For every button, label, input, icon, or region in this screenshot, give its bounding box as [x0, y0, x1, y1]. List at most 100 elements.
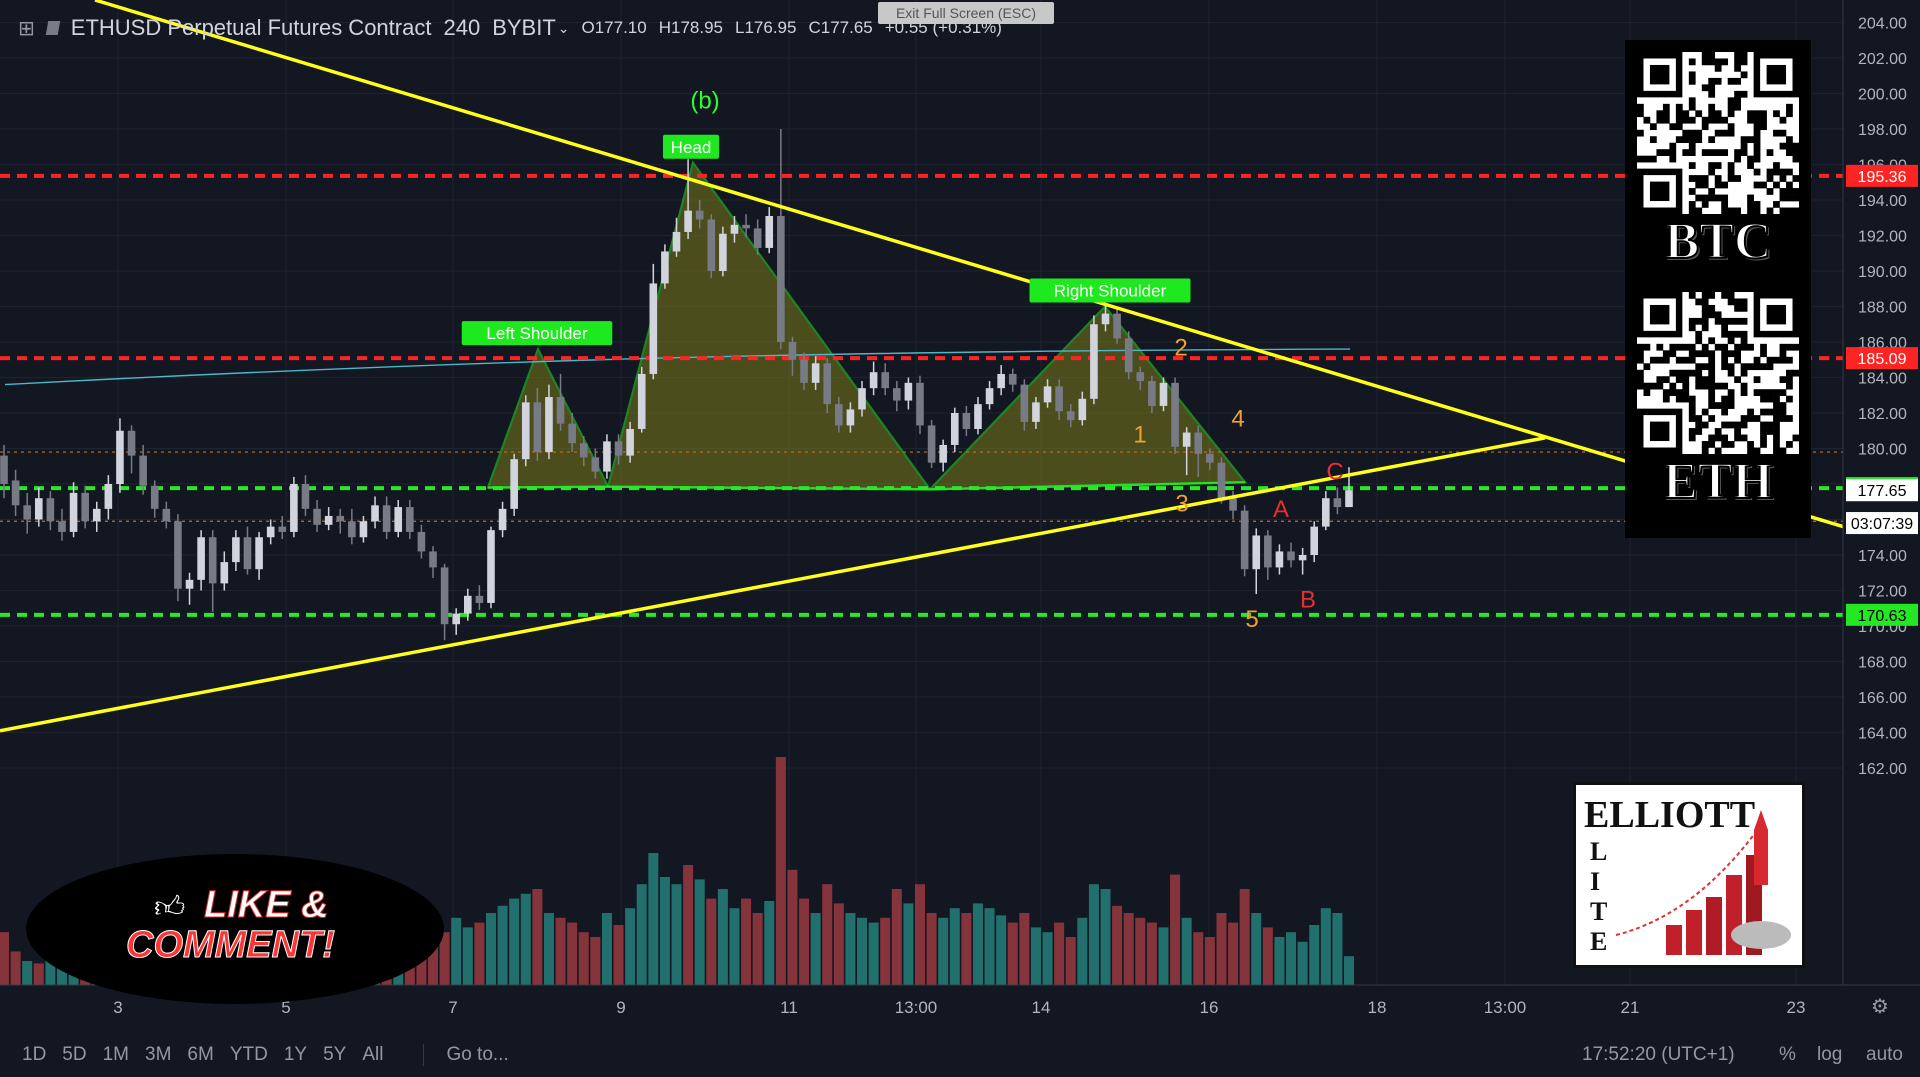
qr-module — [1760, 110, 1767, 118]
qr-module — [1792, 155, 1800, 163]
candle-body — [904, 382, 913, 401]
qr-module — [1688, 142, 1696, 150]
qr-module — [1708, 376, 1716, 384]
price-tick-label: 190.00 — [1858, 264, 1907, 281]
price-tick-label: 168.00 — [1858, 655, 1907, 672]
qr-module — [1727, 129, 1735, 137]
range-1m[interactable]: 1M — [102, 1043, 129, 1065]
goto-date-button[interactable]: Go to... — [423, 1043, 509, 1066]
range-1y[interactable]: 1Y — [283, 1043, 308, 1065]
qr-module — [1721, 58, 1729, 66]
qr-module — [1669, 155, 1677, 163]
qr-module — [1760, 363, 1767, 371]
qr-module — [1708, 110, 1716, 118]
candle-body — [1136, 372, 1145, 382]
volume-bar — [799, 898, 810, 985]
qr-module — [1727, 207, 1735, 215]
qr-module — [1766, 304, 1787, 325]
range-3m[interactable]: 3M — [145, 1043, 172, 1065]
range-6m[interactable]: 6M — [187, 1043, 214, 1065]
qr-module — [1708, 363, 1716, 371]
volume-bar — [1007, 922, 1018, 985]
candle-body — [139, 455, 147, 486]
volume-bar — [485, 913, 496, 985]
qr-module — [1779, 447, 1787, 455]
volume-bar — [810, 913, 821, 985]
candle-body — [69, 492, 78, 532]
qr-module — [1760, 434, 1767, 442]
qr-module — [1701, 298, 1709, 306]
range-1d[interactable]: 1D — [22, 1043, 47, 1065]
log-scale-toggle[interactable]: log — [1817, 1043, 1843, 1065]
qr-module — [1773, 201, 1780, 208]
qr-module — [1779, 168, 1787, 176]
candle-body — [1148, 381, 1156, 406]
price-badge-label: 170.63 — [1858, 608, 1907, 625]
chevron-down-icon[interactable]: ⌄ — [557, 19, 570, 36]
qr-module — [1786, 343, 1793, 351]
exchange[interactable]: BYBIT — [492, 15, 556, 40]
qr-module — [1734, 103, 1741, 111]
qr-module — [1695, 175, 1703, 182]
qr-module — [1695, 428, 1703, 435]
qr-module — [1708, 52, 1716, 59]
qr-module — [1721, 343, 1729, 351]
qr-module — [1766, 421, 1774, 429]
candle-body — [243, 537, 252, 570]
percent-scale-toggle[interactable]: % — [1779, 1043, 1796, 1065]
candle-body — [11, 480, 20, 506]
candle-body — [371, 505, 379, 522]
qr-module — [1682, 376, 1690, 384]
symbol-name[interactable]: ETHUSD Perpetual Futures Contract — [70, 15, 432, 40]
qr-module — [1695, 337, 1703, 345]
exit-fullscreen-button[interactable]: Exit Full Screen (ESC) — [878, 2, 1054, 24]
volume-bar — [1286, 932, 1297, 985]
volume-bar — [926, 913, 937, 985]
auto-scale-toggle[interactable]: auto — [1866, 1043, 1903, 1065]
candle-body — [603, 441, 611, 472]
interval[interactable]: 240 — [443, 15, 481, 40]
qr-module — [1734, 52, 1741, 59]
volume-bar — [996, 915, 1007, 985]
qr-module — [1649, 123, 1657, 131]
elliott-elite-logo: ELLIOTT L I T E — [1573, 782, 1805, 968]
qr-module — [1760, 343, 1767, 351]
time-tick-label: 14 — [1032, 998, 1051, 1017]
qr-module — [1734, 207, 1741, 215]
volume-bar — [880, 917, 891, 985]
qr-module — [1662, 116, 1670, 124]
qr-module — [1649, 64, 1670, 85]
range-ytd[interactable]: YTD — [229, 1043, 268, 1065]
eth-qr-code — [1637, 292, 1800, 455]
qr-module — [1753, 415, 1761, 422]
layout-icon[interactable]: ⊞ — [18, 17, 35, 40]
qr-module — [1695, 317, 1703, 325]
volume-bar — [1170, 874, 1181, 985]
volume-bar — [509, 898, 520, 985]
volume-bar — [659, 877, 670, 985]
qr-module — [1714, 175, 1722, 182]
price-badge-bg — [1846, 512, 1918, 535]
qr-module — [1766, 168, 1774, 176]
qr-module — [1688, 415, 1696, 422]
qr-module — [1773, 389, 1780, 396]
clock[interactable]: 17:52:20 (UTC+1) — [1582, 1043, 1735, 1065]
trendlines[interactable] — [0, 0, 1844, 733]
range-5y[interactable]: 5Y — [323, 1043, 347, 1065]
donation-qr-panel: BTC ETH — [1625, 40, 1811, 538]
qr-module — [1662, 376, 1670, 384]
candle-body — [974, 404, 982, 429]
price-badge-label: 03:07:39 — [1851, 516, 1913, 533]
qr-module — [1747, 408, 1754, 416]
qr-module — [1779, 415, 1787, 422]
candle-body — [1322, 498, 1330, 527]
range-all[interactable]: All — [362, 1043, 384, 1065]
btc-label: BTC — [1664, 212, 1773, 271]
qr-module — [1734, 155, 1741, 163]
qr-module — [1708, 188, 1716, 195]
range-5d[interactable]: 5D — [62, 1043, 87, 1065]
price-axis[interactable]: 204.00202.00200.00198.00196.00194.00192.… — [1842, 0, 1920, 1000]
qr-module — [1747, 207, 1754, 215]
pattern-label-box — [461, 321, 613, 346]
volume-bar — [1216, 913, 1227, 985]
